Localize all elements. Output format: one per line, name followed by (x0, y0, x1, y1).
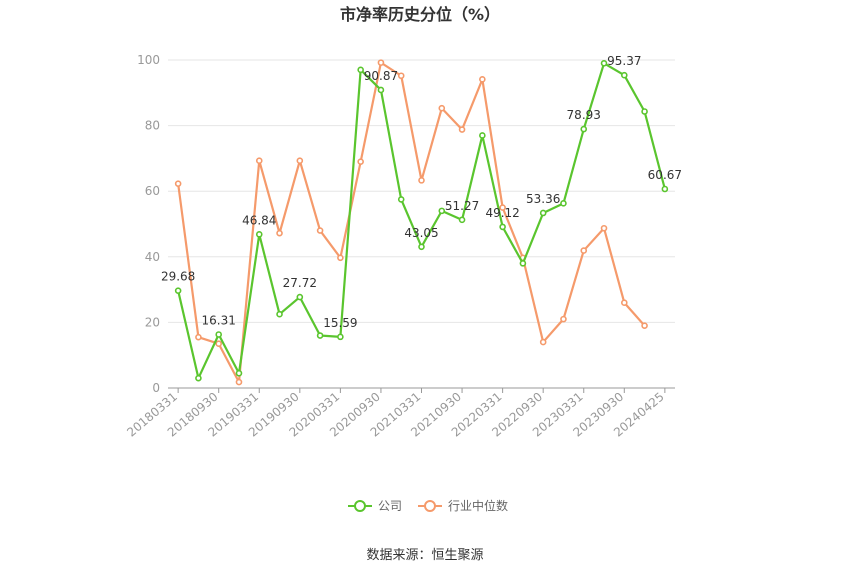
data-point-company[interactable] (641, 108, 648, 115)
series-line-industry-median (177, 61, 646, 384)
data-label: 16.31 (202, 314, 236, 328)
data-label: 90.87 (364, 69, 398, 83)
data-point-industry-median[interactable] (458, 126, 466, 133)
legend-label: 行业中位数 (448, 498, 508, 513)
data-point-company[interactable] (418, 243, 425, 251)
data-label: 15.59 (323, 316, 357, 330)
data-point-industry-median[interactable] (438, 104, 446, 112)
data-point-industry-median[interactable] (235, 378, 243, 386)
data-label: 78.93 (567, 108, 601, 122)
data-label: 49.12 (485, 206, 519, 220)
data-point-company[interactable] (479, 132, 486, 139)
data-label: 46.84 (242, 213, 276, 227)
data-label: 43.05 (404, 226, 438, 240)
data-point-industry-median[interactable] (174, 180, 182, 187)
data-point-industry-median[interactable] (418, 177, 425, 184)
data-point-company[interactable] (357, 66, 364, 74)
data-point-company[interactable] (215, 331, 222, 338)
y-tick-label: 40 (145, 250, 160, 264)
data-point-industry-median[interactable] (276, 229, 283, 237)
data-point-company[interactable] (316, 332, 324, 339)
data-point-company[interactable] (397, 196, 405, 203)
data-point-industry-median[interactable] (600, 224, 608, 232)
data-point-company[interactable] (661, 185, 669, 193)
legend-item-industry-median[interactable]: 行业中位数 (418, 498, 508, 513)
data-point-company[interactable] (377, 86, 385, 94)
data-point-industry-median[interactable] (357, 158, 364, 165)
data-label: 27.72 (283, 276, 317, 290)
data-point-industry-median[interactable] (620, 299, 628, 307)
data-point-company[interactable] (174, 287, 182, 294)
data-point-industry-median[interactable] (539, 338, 547, 346)
source-note: 数据来源：恒生聚源 (366, 548, 483, 563)
x-axis: 2018033120180930201903312019093020200331… (124, 387, 675, 440)
y-tick-label: 100 (137, 53, 160, 67)
data-point-company[interactable] (519, 260, 527, 267)
data-labels: 29.68 16.31 46.84 27.72 15.59 90.87 43.05 51.27… (161, 54, 682, 330)
data-point-company[interactable] (337, 333, 344, 341)
data-label: 95.37 (607, 54, 641, 68)
data-point-industry-median[interactable] (397, 72, 405, 80)
grid (168, 59, 675, 323)
data-point-company[interactable] (539, 209, 547, 217)
data-point-company[interactable] (235, 369, 243, 377)
data-point-industry-median[interactable] (560, 315, 567, 323)
data-point-company[interactable] (438, 207, 446, 215)
data-label: 51.27 (445, 199, 479, 213)
legend-marker (424, 500, 436, 512)
y-axis: 0 20 40 60 80 100 (137, 53, 160, 395)
legend-marker (354, 500, 366, 512)
y-tick-label: 60 (145, 184, 160, 198)
legend-item-company[interactable]: 公司 (348, 499, 402, 513)
legend-label: 公司 (378, 499, 402, 513)
data-point-industry-median[interactable] (255, 157, 263, 164)
data-label: 29.68 (161, 270, 195, 284)
y-tick-label: 20 (145, 315, 160, 329)
data-label: 53.36 (526, 192, 560, 206)
data-point-company[interactable] (195, 374, 202, 382)
data-point-company[interactable] (276, 310, 283, 318)
data-point-company[interactable] (580, 125, 588, 133)
legend: 公司 行业中位数 (348, 498, 508, 513)
series-layer (174, 59, 669, 386)
data-point-company[interactable] (600, 59, 608, 67)
data-point-company[interactable] (458, 216, 466, 224)
data-point-company[interactable] (560, 200, 567, 207)
data-point-industry-median[interactable] (296, 157, 304, 164)
data-point-company[interactable] (296, 293, 304, 301)
data-label: 60.67 (648, 168, 682, 182)
data-point-company[interactable] (255, 231, 263, 238)
y-tick-label: 80 (145, 119, 160, 133)
data-point-industry-median[interactable] (337, 254, 344, 262)
chart-title: 市净率历史分位（%） (340, 5, 500, 24)
data-point-industry-median[interactable] (580, 247, 588, 254)
data-point-industry-median[interactable] (195, 333, 202, 341)
data-point-industry-median[interactable] (641, 322, 648, 329)
data-point-company[interactable] (499, 223, 506, 231)
data-point-industry-median[interactable] (499, 204, 506, 211)
y-tick-label: 0 (152, 381, 160, 395)
data-point-industry-median[interactable] (479, 76, 486, 83)
data-point-company[interactable] (620, 71, 628, 79)
data-point-industry-median[interactable] (377, 59, 385, 66)
data-point-industry-median[interactable] (215, 340, 222, 348)
data-point-industry-median[interactable] (316, 227, 324, 234)
